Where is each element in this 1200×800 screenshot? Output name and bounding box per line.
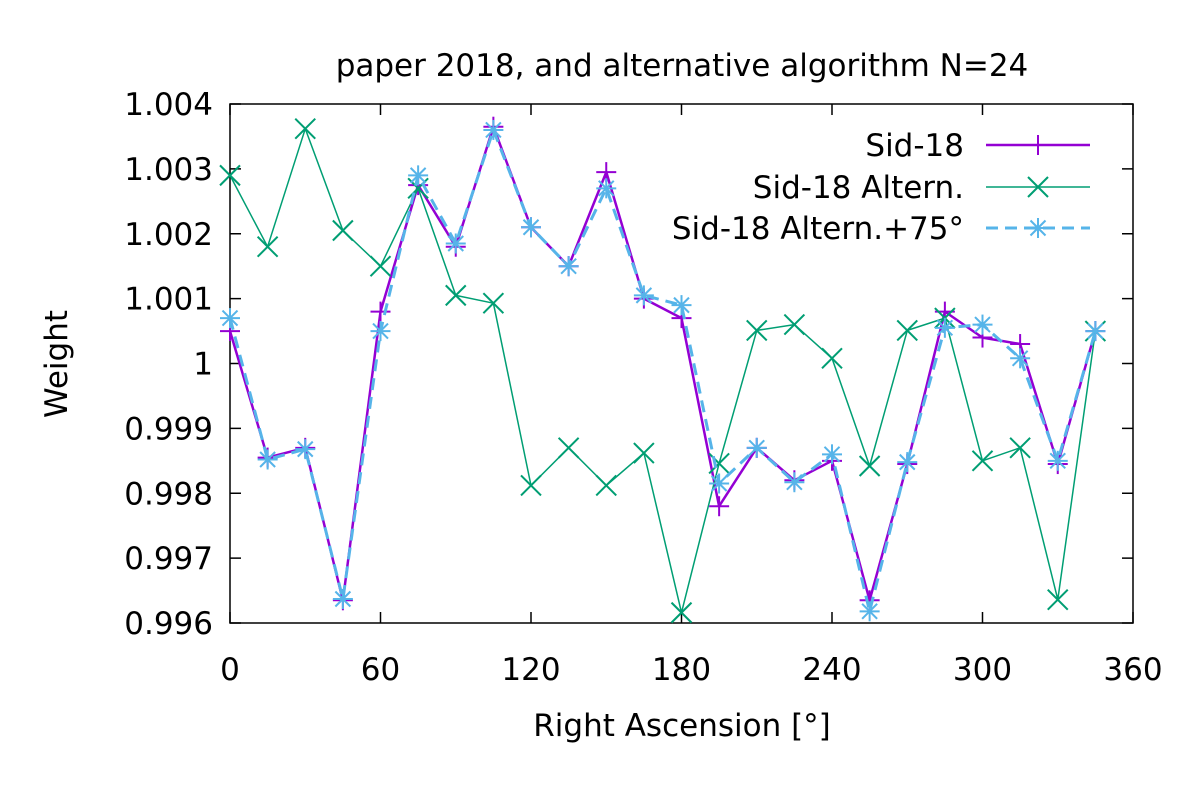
x-tick-label: 360 (1103, 652, 1162, 688)
y-tick-label: 1.001 (124, 282, 213, 318)
data-point (257, 449, 278, 470)
x-tick-label: 300 (953, 652, 1012, 688)
data-point (220, 308, 240, 329)
x-tick-label: 60 (361, 652, 400, 688)
data-point (1047, 450, 1068, 471)
data-point (896, 319, 918, 342)
series-sid-18-altern-75 (220, 119, 1106, 622)
legend-label: Sid-18 Altern. (753, 170, 964, 206)
legend-marker (1028, 218, 1048, 238)
data-point (520, 474, 542, 497)
data-point (370, 321, 391, 342)
data-point (558, 256, 579, 277)
legend-label: Sid-18 Altern.+75° (672, 211, 964, 247)
plot-border (229, 103, 1134, 624)
data-point (294, 117, 316, 140)
y-axis: 0.996 0.997 0.998 0.999 1 1.001 1.002 1.003 1.00… (124, 87, 1133, 642)
data-point (596, 178, 617, 199)
series-line (228, 128, 1097, 613)
data-point (557, 437, 580, 459)
legend-marker (1028, 135, 1048, 155)
data-point (482, 292, 505, 314)
y-tick-label: 1 (193, 347, 213, 383)
x-axis: 0 60 120 180 240 300 360 (220, 104, 1163, 688)
x-tick-label: 120 (501, 652, 560, 688)
data-point (709, 496, 730, 517)
series-line (228, 125, 1097, 602)
x-axis-title: Right Ascension [°] (533, 708, 831, 744)
data-point (821, 347, 843, 370)
data-point (822, 444, 842, 465)
data-point (670, 601, 693, 624)
y-tick-label: 1.002 (124, 217, 213, 253)
data-point (746, 319, 768, 342)
data-point (370, 301, 391, 322)
data-point (332, 219, 354, 242)
data-point (595, 474, 617, 497)
data-point (483, 119, 504, 140)
data-point (859, 601, 880, 622)
data-point (633, 442, 655, 464)
data-point (897, 452, 918, 473)
data-point (709, 473, 730, 494)
data-point (746, 437, 767, 458)
series-line (229, 127, 1097, 614)
data-point (256, 236, 279, 258)
plot-frame (229, 103, 1134, 624)
data-point (671, 295, 692, 316)
chart-title: paper 2018, and alternative algorithm N=… (336, 48, 1029, 84)
data-point (332, 588, 353, 609)
data-point (521, 217, 541, 238)
data-point (445, 233, 466, 254)
data-point (783, 313, 806, 336)
x-tick-label: 240 (802, 652, 861, 688)
data-point (295, 439, 316, 460)
data-point (1009, 437, 1031, 459)
data-point (708, 452, 730, 475)
x-tick-label: 0 (220, 652, 240, 688)
series-layer (219, 116, 1107, 624)
series-sid-18-altern (219, 117, 1107, 624)
legend: Sid-18 Sid-18 Altern. Sid-18 Altern.+75° (672, 128, 1090, 247)
data-point (369, 255, 392, 277)
data-point (219, 164, 241, 187)
y-tick-label: 1.004 (124, 87, 213, 123)
legend-marker (1027, 176, 1049, 198)
data-point (784, 472, 805, 493)
y-tick-label: 0.996 (124, 606, 213, 642)
y-tick-label: 1.003 (124, 152, 213, 188)
y-tick-label: 0.998 (124, 476, 213, 512)
data-point (858, 455, 881, 477)
data-point (408, 165, 429, 186)
data-point (1010, 348, 1031, 369)
data-point (972, 314, 993, 335)
data-point (1085, 321, 1106, 342)
data-point (633, 285, 654, 306)
y-axis-title: Weight (39, 310, 75, 418)
x-tick-label: 180 (652, 652, 711, 688)
data-point (1047, 588, 1069, 611)
y-tick-label: 0.999 (124, 411, 213, 447)
data-point (934, 317, 955, 338)
legend-label: Sid-18 (865, 128, 964, 164)
data-point (971, 450, 994, 472)
data-point (445, 284, 467, 307)
y-tick-label: 0.997 (124, 541, 213, 577)
